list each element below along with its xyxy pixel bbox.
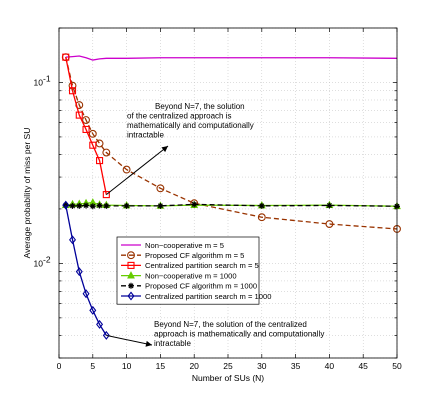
data-point — [191, 201, 198, 208]
data-point — [69, 235, 77, 245]
data-point — [62, 200, 70, 210]
x-tick-label: 35 — [291, 361, 301, 371]
legend-entry-2: Proposed CF algorithm m = 5 — [121, 251, 244, 260]
data-point — [102, 191, 110, 199]
legend-label: Non−cooperative m = 5 — [145, 241, 224, 250]
annotation-text-line: intractable — [127, 131, 164, 140]
series-line-2 — [65, 57, 398, 230]
data-point — [257, 213, 266, 222]
x-tick-label: 15 — [156, 361, 166, 371]
data-point — [89, 203, 96, 210]
series-line-1 — [65, 55, 398, 61]
x-tick-label: 20 — [189, 361, 199, 371]
data-point — [96, 202, 103, 209]
legend-label: Non−cooperative m = 1000 — [145, 271, 237, 280]
data-point — [89, 305, 97, 315]
legend-entry-3: Centralized partition search m = 5 — [121, 261, 259, 270]
annotation-arrow-line — [106, 145, 169, 195]
series-2 — [61, 53, 401, 233]
data-point — [76, 202, 83, 209]
data-point — [102, 148, 111, 157]
x-tick-label: 25 — [223, 361, 233, 371]
annotation-text-line: Beyond N=7, the solution — [155, 102, 245, 111]
legend-swatch-marker — [127, 251, 135, 260]
series-5 — [62, 201, 400, 210]
legend-label: Proposed CF algorithm m = 1000 — [145, 282, 257, 291]
x-tick-label: 50 — [392, 361, 402, 371]
y-tick-label: 10 — [34, 77, 44, 87]
legend-label: Centralized partition search m = 1000 — [145, 292, 271, 301]
x-tick-label: 0 — [57, 361, 62, 371]
legend-entry-1: Non−cooperative m = 5 — [121, 241, 224, 250]
x-tick-label: 30 — [257, 361, 267, 371]
annotation-text-line: of the centralized approach is — [127, 112, 232, 121]
x-tick-label: 5 — [90, 361, 95, 371]
series-line-6 — [65, 204, 107, 336]
legend-swatch-marker — [127, 291, 135, 301]
series-layer — [61, 53, 401, 340]
data-point — [103, 202, 110, 209]
data-point — [62, 202, 69, 209]
data-point — [96, 157, 104, 165]
series-1 — [65, 55, 398, 61]
series-line-3 — [65, 57, 107, 195]
annotation-2: Beyond N=7, the solution of the centrali… — [106, 320, 324, 348]
data-point — [258, 202, 265, 209]
x-axis-label: Number of SUs (N) — [192, 373, 264, 383]
data-point — [82, 116, 90, 124]
series-3 — [62, 53, 110, 199]
data-point — [62, 53, 70, 61]
data-point — [96, 319, 104, 329]
annotation-text-line: intractable — [154, 339, 191, 348]
legend-box — [116, 236, 260, 305]
data-point — [68, 87, 77, 95]
data-point — [157, 202, 164, 209]
x-tick-label: 45 — [358, 361, 368, 371]
data-point — [75, 267, 83, 277]
data-point — [325, 220, 334, 228]
x-tick-label: 40 — [325, 361, 335, 371]
data-point — [156, 184, 165, 193]
annotation-text-line: mathematically and computationally — [127, 121, 254, 130]
series-6 — [62, 200, 110, 340]
y-tick-label: 10 — [34, 258, 44, 268]
data-point — [123, 202, 130, 209]
annotation-text-line: approach is mathematically and computati… — [154, 330, 324, 339]
data-point — [326, 202, 333, 209]
legend-swatch-marker — [127, 271, 135, 279]
data-point — [102, 330, 110, 340]
legend-label: Proposed CF algorithm m = 5 — [145, 251, 244, 260]
annotation-arrow-head — [145, 340, 152, 347]
legend-entry-6: Centralized partition search m = 1000 — [121, 291, 271, 301]
data-point — [122, 165, 131, 174]
data-point — [82, 125, 90, 133]
data-point — [88, 129, 97, 138]
legend-entry-5: Proposed CF algorithm m = 1000 — [121, 282, 257, 291]
annotation-text-line: Beyond N=7, the solution of the centrali… — [154, 320, 307, 329]
legend-label: Centralized partition search m = 5 — [145, 261, 259, 270]
legend-swatch-marker — [128, 282, 134, 289]
annotation-arrow-head — [161, 146, 168, 153]
legend-swatch-marker — [127, 261, 135, 269]
data-point — [83, 202, 90, 209]
data-point — [82, 289, 90, 299]
legend-entry-4: Non−cooperative m = 1000 — [121, 271, 237, 280]
data-point — [69, 202, 76, 209]
data-point — [75, 111, 83, 119]
y-tick-label-exponent: -2 — [43, 254, 51, 264]
annotation-arrow-line — [106, 334, 153, 346]
x-tick-label: 10 — [122, 361, 132, 371]
data-point — [89, 141, 97, 149]
y-tick-label-exponent: -1 — [43, 73, 51, 83]
y-axis-label: Average probability of miss per SU — [22, 128, 32, 259]
